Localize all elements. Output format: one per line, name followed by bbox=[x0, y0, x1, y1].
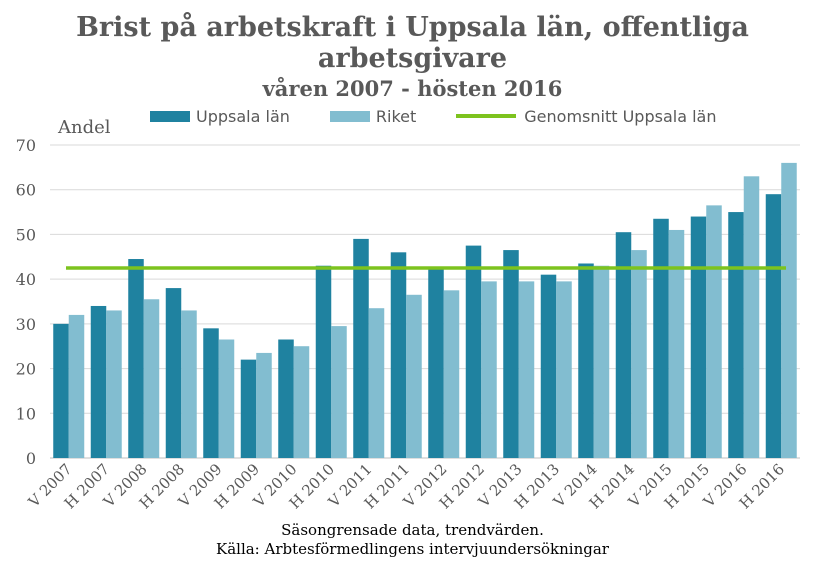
y-tick-label-60: 60 bbox=[16, 181, 36, 200]
bar-riket-16 bbox=[668, 229, 685, 458]
bar-uppsala-13 bbox=[540, 274, 557, 458]
bar-riket-2 bbox=[143, 299, 160, 458]
y-axis-label: Andel bbox=[58, 117, 111, 138]
bar-riket-10 bbox=[443, 290, 460, 458]
legend-item-uppsala: Uppsala län bbox=[150, 107, 290, 126]
chart-title: Brist på arbetskraft i Uppsala län, offe… bbox=[40, 12, 785, 74]
y-tick-label-20: 20 bbox=[16, 360, 36, 379]
bar-uppsala-3 bbox=[165, 288, 182, 458]
bar-riket-3 bbox=[181, 310, 197, 458]
footnote-data-note: Säsongrensade data, trendvärden. bbox=[281, 521, 544, 539]
bar-uppsala-10 bbox=[428, 267, 444, 458]
y-tick-label-0: 0 bbox=[26, 449, 36, 468]
bar-uppsala-1 bbox=[90, 305, 107, 458]
legend-swatch-riket bbox=[329, 110, 370, 122]
legend-item-average: Genomsnitt Uppsala län bbox=[456, 107, 716, 126]
bar-uppsala-5 bbox=[240, 359, 257, 458]
bar-riket-13 bbox=[556, 281, 572, 458]
bar-uppsala-18 bbox=[728, 212, 744, 458]
bar-uppsala-16 bbox=[653, 218, 669, 458]
bar-uppsala-8 bbox=[353, 238, 369, 458]
bar-riket-19 bbox=[781, 162, 797, 458]
bar-riket-15 bbox=[631, 250, 647, 458]
bar-riket-11 bbox=[481, 281, 497, 458]
bar-uppsala-12 bbox=[503, 250, 519, 458]
bar-riket-17 bbox=[706, 205, 722, 458]
chart-legend: Uppsala län Riket Genomsnitt Uppsala län bbox=[150, 104, 756, 128]
bar-uppsala-4 bbox=[203, 328, 219, 458]
bar-riket-8 bbox=[368, 308, 385, 458]
bar-uppsala-9 bbox=[390, 252, 407, 458]
bar-riket-1 bbox=[106, 310, 122, 458]
bar-riket-7 bbox=[331, 326, 347, 458]
bar-uppsala-7 bbox=[315, 265, 332, 458]
y-tick-label-30: 30 bbox=[16, 315, 36, 334]
legend-swatch-uppsala bbox=[150, 110, 190, 122]
y-tick-label-70: 70 bbox=[16, 136, 36, 155]
bar-uppsala-2 bbox=[128, 259, 144, 458]
bar-uppsala-11 bbox=[465, 245, 482, 458]
bar-riket-12 bbox=[518, 281, 535, 458]
legend-label-average: Genomsnitt Uppsala län bbox=[524, 106, 717, 126]
bar-riket-0 bbox=[68, 314, 85, 458]
legend-swatch-average bbox=[456, 114, 517, 118]
bar-uppsala-6 bbox=[278, 339, 294, 458]
chart-subtitle: våren 2007 - hösten 2016 bbox=[262, 76, 563, 101]
bar-riket-9 bbox=[406, 294, 422, 458]
bar-riket-5 bbox=[256, 352, 272, 458]
y-tick-label-50: 50 bbox=[16, 225, 36, 244]
bar-uppsala-14 bbox=[578, 263, 594, 458]
chart-title-text: Brist på arbetskraft i Uppsala län, offe… bbox=[76, 12, 749, 74]
y-tick-label-40: 40 bbox=[16, 270, 36, 289]
footnote-source: Källa: Arbtesförmedlingens intervjuunder… bbox=[216, 540, 609, 558]
bar-riket-14 bbox=[593, 265, 610, 458]
bar-riket-4 bbox=[218, 339, 235, 458]
y-tick-label-10: 10 bbox=[16, 404, 36, 423]
legend-label-riket: Riket bbox=[375, 106, 417, 126]
legend-item-riket: Riket bbox=[329, 106, 417, 126]
legend-label-uppsala: Uppsala län bbox=[196, 106, 290, 126]
bar-uppsala-15 bbox=[615, 232, 632, 458]
bar-uppsala-19 bbox=[765, 194, 782, 458]
bar-riket-6 bbox=[293, 346, 310, 458]
bar-riket-18 bbox=[743, 176, 760, 459]
bar-uppsala-0 bbox=[53, 323, 69, 458]
bar-uppsala-17 bbox=[690, 216, 707, 458]
